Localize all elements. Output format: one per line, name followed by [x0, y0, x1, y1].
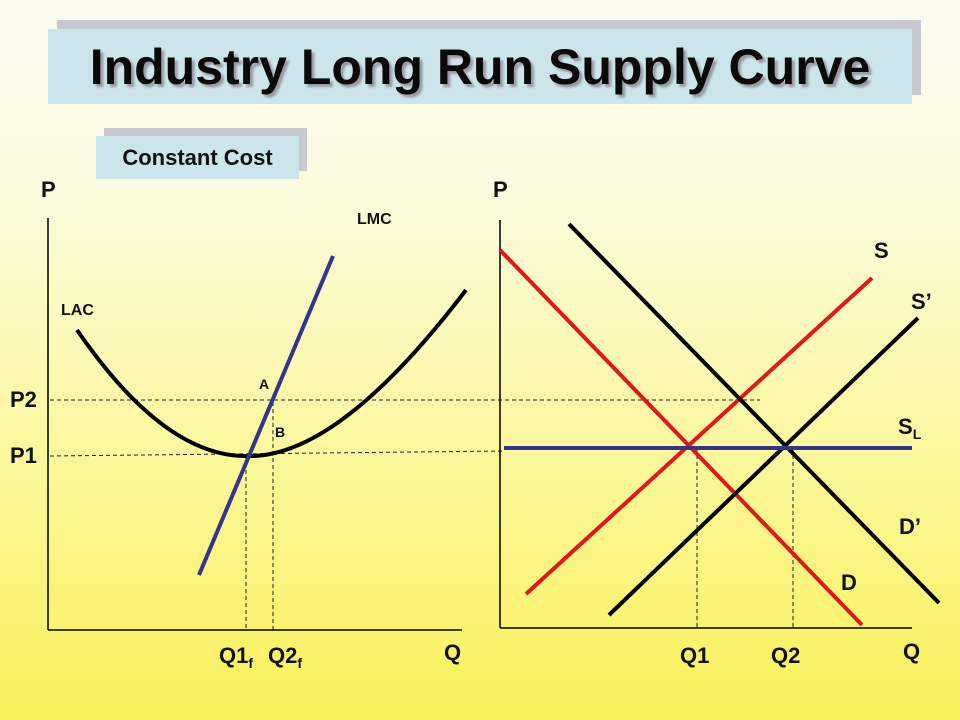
- demand-d-line: [498, 248, 864, 627]
- right-y-axis-label: P: [493, 177, 508, 202]
- lmc-curve: [197, 255, 335, 576]
- point-a-label: A: [259, 376, 269, 392]
- sl-label: SL: [898, 414, 922, 442]
- subtitle-banner: Constant Cost: [96, 136, 299, 179]
- s-prime-label: S’: [911, 289, 932, 314]
- demand-d-prime-line: [567, 222, 941, 605]
- right-x-axis-label: Q: [903, 639, 920, 664]
- q2f-label: Q2f: [268, 643, 302, 671]
- d-label: D: [841, 570, 857, 595]
- left-x-axis-label: Q: [444, 640, 461, 665]
- supply-s-line: [524, 276, 874, 596]
- left-y-axis-label: P: [41, 177, 56, 202]
- page-title: Industry Long Run Supply Curve: [89, 38, 871, 95]
- q1f-label: Q1f: [219, 643, 253, 671]
- point-b-label: B: [275, 424, 285, 440]
- lac-label: LAC: [61, 302, 94, 319]
- d-prime-label: D’: [899, 514, 921, 539]
- p1-label: P1: [10, 443, 37, 468]
- q2-label: Q2: [771, 643, 800, 668]
- p2-label: P2: [10, 387, 37, 412]
- supply-s-prime-line: [607, 316, 920, 617]
- s-label: S: [874, 238, 889, 263]
- title-banner: Industry Long Run Supply Curve: [48, 29, 912, 104]
- lmc-label: LMC: [357, 211, 392, 228]
- subtitle: Constant Cost: [122, 144, 273, 170]
- q1-label: Q1: [680, 643, 709, 668]
- lac-curve: [75, 288, 468, 459]
